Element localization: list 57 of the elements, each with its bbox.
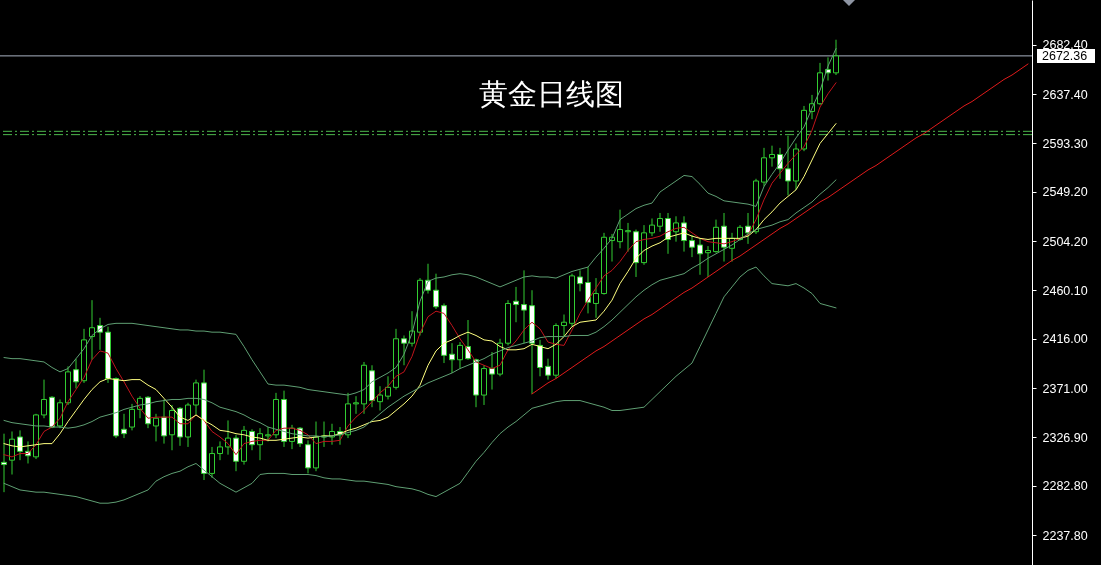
candlestick bbox=[129, 403, 135, 431]
candlestick bbox=[577, 269, 583, 292]
candlestick bbox=[265, 426, 271, 442]
candlestick bbox=[617, 209, 623, 249]
candlestick bbox=[705, 245, 711, 278]
candlestick bbox=[689, 234, 695, 258]
candlestick bbox=[209, 446, 215, 479]
candlestick bbox=[217, 440, 223, 461]
y-tick-label: 2282.80 bbox=[1042, 479, 1088, 494]
candlestick bbox=[385, 375, 391, 400]
line-series bbox=[3, 48, 837, 396]
line-series bbox=[3, 266, 837, 504]
candlestick bbox=[649, 218, 655, 237]
candlestick bbox=[561, 314, 567, 338]
candlestick bbox=[833, 39, 839, 76]
candlestick bbox=[537, 339, 543, 377]
y-tick-label: 2504.20 bbox=[1042, 234, 1088, 249]
candlestick bbox=[401, 334, 407, 366]
candlestick bbox=[17, 429, 23, 461]
candlestick bbox=[697, 237, 703, 276]
candlestick bbox=[153, 413, 159, 442]
y-tick-label: 2549.20 bbox=[1042, 185, 1088, 200]
ref-line-label: 2672.36 bbox=[1042, 48, 1088, 63]
y-tick-label: 2637.40 bbox=[1042, 87, 1088, 102]
y-tick-label: 2237.80 bbox=[1042, 528, 1088, 543]
candlestick bbox=[89, 299, 95, 361]
candlestick bbox=[41, 379, 47, 419]
candlestick bbox=[769, 145, 775, 168]
y-tick-label: 2326.90 bbox=[1042, 430, 1088, 445]
candlestick bbox=[433, 273, 439, 310]
candlestick bbox=[353, 395, 359, 415]
candlestick bbox=[545, 358, 551, 381]
candlestick bbox=[521, 269, 527, 344]
candlestick bbox=[585, 266, 591, 314]
candlestick bbox=[121, 413, 127, 439]
candlestick bbox=[377, 385, 383, 412]
y-tick-label: 2371.00 bbox=[1042, 381, 1088, 396]
candlestick bbox=[513, 286, 519, 323]
candlestick bbox=[785, 135, 791, 196]
text: 黄金日线图 bbox=[478, 77, 624, 111]
candlestick bbox=[1, 433, 7, 493]
y-tick-label: 2460.10 bbox=[1042, 283, 1088, 298]
y-tick-label: 2593.30 bbox=[1042, 136, 1088, 151]
candlestick bbox=[73, 358, 79, 389]
candlestick bbox=[457, 341, 463, 370]
candlestick bbox=[305, 439, 311, 474]
candlestick bbox=[721, 212, 727, 263]
candlestick bbox=[657, 212, 663, 233]
candlestick bbox=[489, 351, 495, 391]
y-tick-label: 2416.00 bbox=[1042, 332, 1088, 347]
candlestick bbox=[193, 379, 199, 416]
candlestick bbox=[449, 342, 455, 374]
candlestick bbox=[625, 222, 631, 253]
candlestick bbox=[593, 277, 599, 319]
candlestick bbox=[161, 398, 167, 445]
candlestick bbox=[233, 434, 239, 472]
candlestick bbox=[673, 215, 679, 243]
